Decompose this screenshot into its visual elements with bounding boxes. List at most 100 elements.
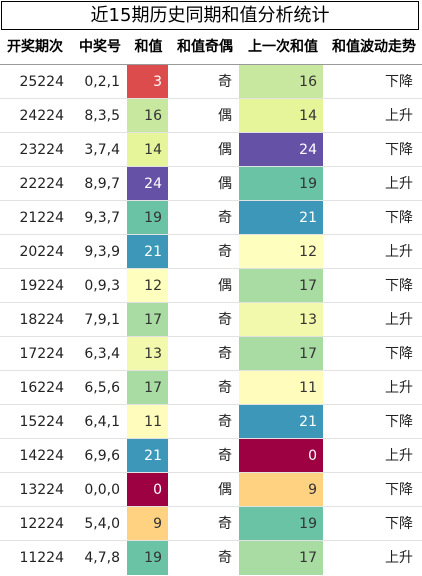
previous-sum: 24 — [239, 133, 323, 167]
issue: 13224 — [19, 482, 64, 498]
parity: 偶 — [218, 108, 232, 124]
previous-sum: 21 — [239, 405, 323, 439]
parity: 奇 — [218, 210, 232, 226]
parity: 偶 — [218, 176, 232, 192]
row-divider — [0, 98, 422, 99]
numbers: 0,9,3 — [84, 278, 120, 294]
trend: 上升 — [385, 244, 413, 260]
header-divider — [0, 64, 422, 65]
issue: 18224 — [19, 312, 64, 328]
trend: 上升 — [385, 176, 413, 192]
row-divider — [0, 404, 422, 405]
row-divider — [0, 234, 422, 235]
previous-sum: 9 — [239, 473, 323, 507]
issue: 24224 — [19, 108, 64, 124]
numbers: 0,2,1 — [84, 74, 120, 90]
sum: 21 — [127, 235, 168, 269]
issue: 25224 — [19, 74, 64, 90]
numbers: 0,0,0 — [84, 482, 120, 498]
sum: 3 — [127, 65, 168, 99]
previous-sum: 11 — [239, 371, 323, 405]
trend: 下降 — [385, 278, 413, 294]
trend: 下降 — [385, 414, 413, 430]
issue: 22224 — [19, 176, 64, 192]
previous-sum: 19 — [239, 167, 323, 201]
table-title: 近15期历史同期和值分析统计 — [1, 1, 419, 30]
row-divider — [0, 132, 422, 133]
column-header: 上一次和值 — [248, 39, 318, 55]
previous-sum: 21 — [239, 201, 323, 235]
issue: 16224 — [19, 380, 64, 396]
previous-sum: 17 — [239, 269, 323, 303]
parity: 奇 — [218, 448, 232, 464]
previous-sum: 16 — [239, 65, 323, 99]
trend: 下降 — [385, 346, 413, 362]
trend: 下降 — [385, 210, 413, 226]
sum: 11 — [127, 405, 168, 439]
previous-sum: 17 — [239, 337, 323, 371]
sum: 17 — [127, 303, 168, 337]
previous-sum: 17 — [239, 541, 323, 575]
column-header: 中奖号 — [79, 39, 121, 55]
sum: 9 — [127, 507, 168, 541]
row-divider — [0, 370, 422, 371]
sum: 12 — [127, 269, 168, 303]
sum: 0 — [127, 473, 168, 507]
trend: 下降 — [385, 142, 413, 158]
issue: 11224 — [19, 550, 64, 566]
numbers: 7,9,1 — [84, 312, 120, 328]
numbers: 6,3,4 — [84, 346, 120, 362]
sum: 19 — [127, 201, 168, 235]
numbers: 8,9,7 — [84, 176, 120, 192]
sum: 19 — [127, 541, 168, 575]
column-header: 和值波动走势 — [332, 39, 416, 55]
numbers: 6,5,6 — [84, 380, 120, 396]
previous-sum: 0 — [239, 439, 323, 473]
row-divider — [0, 506, 422, 507]
trend: 下降 — [385, 74, 413, 90]
parity: 奇 — [218, 244, 232, 260]
sum: 24 — [127, 167, 168, 201]
row-divider — [0, 268, 422, 269]
parity: 偶 — [218, 142, 232, 158]
parity: 奇 — [218, 312, 232, 328]
previous-sum: 14 — [239, 99, 323, 133]
row-divider — [0, 472, 422, 473]
previous-sum: 13 — [239, 303, 323, 337]
column-header: 开奖期次 — [7, 39, 63, 55]
trend: 下降 — [385, 482, 413, 498]
column-header: 和值 — [134, 39, 163, 55]
sum: 14 — [127, 133, 168, 167]
trend: 上升 — [385, 448, 413, 464]
issue: 19224 — [19, 278, 64, 294]
parity: 奇 — [218, 516, 232, 532]
trend: 下降 — [385, 516, 413, 532]
row-divider — [0, 336, 422, 337]
row-divider — [0, 438, 422, 439]
sum: 13 — [127, 337, 168, 371]
issue: 12224 — [19, 516, 64, 532]
trend: 上升 — [385, 380, 413, 396]
row-divider — [0, 540, 422, 541]
numbers: 5,4,0 — [84, 516, 120, 532]
row-divider — [0, 302, 422, 303]
previous-sum: 12 — [239, 235, 323, 269]
issue: 17224 — [19, 346, 64, 362]
parity: 偶 — [218, 278, 232, 294]
issue: 21224 — [19, 210, 64, 226]
sum: 17 — [127, 371, 168, 405]
parity: 奇 — [218, 414, 232, 430]
parity: 奇 — [218, 346, 232, 362]
trend: 上升 — [385, 108, 413, 124]
trend: 上升 — [385, 312, 413, 328]
numbers: 6,9,6 — [84, 448, 120, 464]
column-header: 和值奇偶 — [177, 39, 233, 55]
numbers: 8,3,5 — [84, 108, 120, 124]
sum: 21 — [127, 439, 168, 473]
row-divider — [0, 200, 422, 201]
parity: 奇 — [218, 550, 232, 566]
previous-sum: 19 — [239, 507, 323, 541]
trend: 上升 — [385, 550, 413, 566]
sum: 16 — [127, 99, 168, 133]
numbers: 4,7,8 — [84, 550, 120, 566]
